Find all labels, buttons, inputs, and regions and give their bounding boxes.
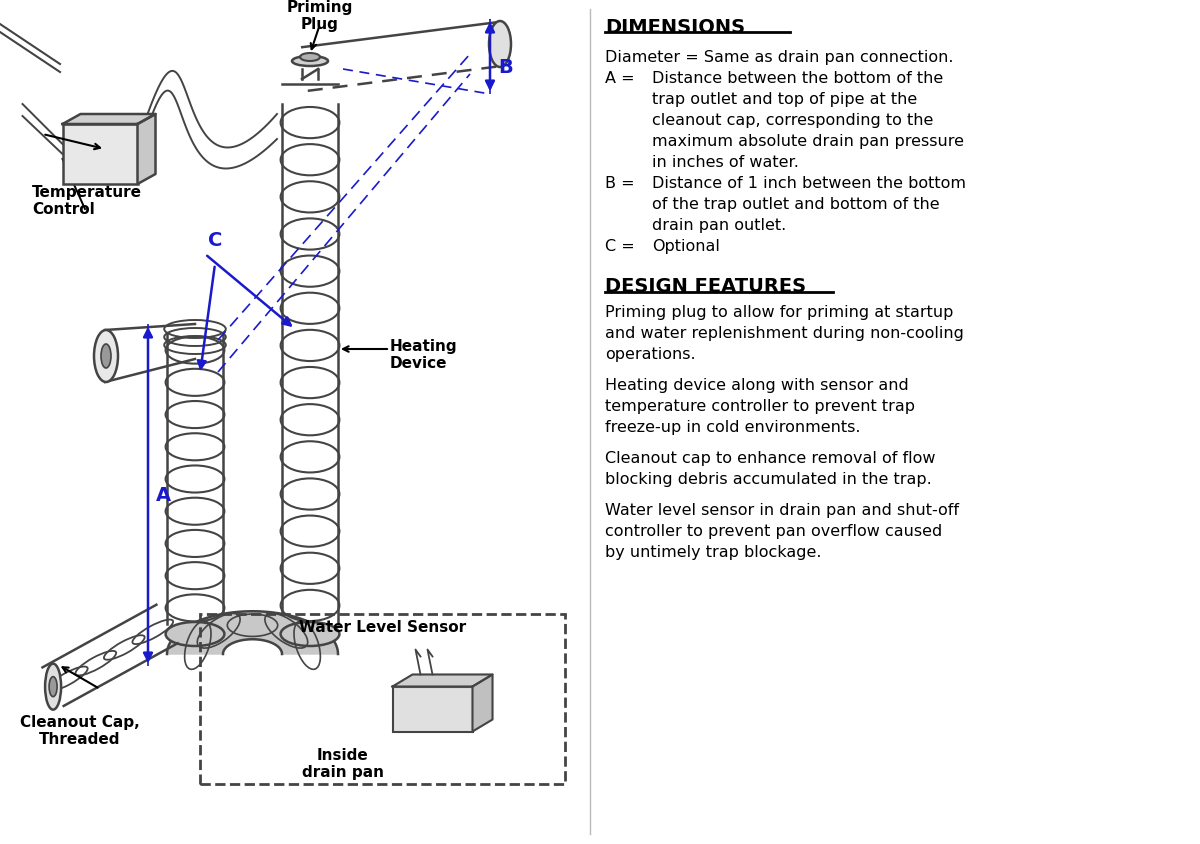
Ellipse shape (166, 622, 224, 647)
Ellipse shape (49, 677, 58, 697)
Text: B: B (498, 58, 512, 77)
Text: Heating device along with sensor and: Heating device along with sensor and (605, 377, 908, 392)
Text: A: A (156, 486, 172, 505)
Text: and water replenishment during non-cooling: and water replenishment during non-cooli… (605, 326, 964, 340)
Bar (392, 687, 473, 732)
Text: freeze-up in cold environments.: freeze-up in cold environments. (605, 419, 860, 435)
Ellipse shape (281, 622, 340, 647)
Text: C: C (208, 230, 222, 249)
Text: controller to prevent pan overflow caused: controller to prevent pan overflow cause… (605, 523, 942, 538)
Text: A =: A = (605, 71, 635, 86)
Text: by untimely trap blockage.: by untimely trap blockage. (605, 544, 822, 559)
Bar (62, 125, 138, 185)
Text: Cleanout Cap,
Threaded: Cleanout Cap, Threaded (20, 714, 140, 746)
Text: Water Level Sensor: Water Level Sensor (299, 619, 466, 634)
Text: operations.: operations. (605, 346, 696, 361)
Ellipse shape (292, 57, 328, 67)
Text: B =: B = (605, 176, 635, 191)
Ellipse shape (101, 344, 112, 369)
Text: Distance of 1 inch between the bottom: Distance of 1 inch between the bottom (652, 176, 966, 191)
Text: Distance between the bottom of the: Distance between the bottom of the (652, 71, 943, 86)
Ellipse shape (94, 331, 118, 382)
Polygon shape (167, 612, 338, 654)
Polygon shape (392, 674, 492, 687)
Text: Heating
Device: Heating Device (390, 338, 457, 371)
Text: DIMENSIONS: DIMENSIONS (605, 18, 745, 37)
Bar (200, 614, 565, 784)
Text: cleanout cap, corresponding to the: cleanout cap, corresponding to the (652, 113, 934, 127)
Text: C =: C = (605, 239, 635, 254)
Text: DESIGN FEATURES: DESIGN FEATURES (605, 277, 806, 295)
Ellipse shape (300, 54, 320, 62)
Polygon shape (138, 115, 156, 185)
Text: of the trap outlet and bottom of the: of the trap outlet and bottom of the (652, 197, 940, 212)
Text: Priming plug to allow for priming at startup: Priming plug to allow for priming at sta… (605, 305, 953, 319)
Polygon shape (62, 115, 156, 125)
Polygon shape (473, 674, 492, 732)
Text: Cleanout cap to enhance removal of flow: Cleanout cap to enhance removal of flow (605, 450, 936, 465)
Text: in inches of water.: in inches of water. (652, 154, 799, 170)
Ellipse shape (490, 22, 511, 68)
Text: Temperature
Control: Temperature Control (32, 185, 142, 217)
Text: blocking debris accumulated in the trap.: blocking debris accumulated in the trap. (605, 471, 931, 486)
Text: Water level sensor in drain pan and shut-off: Water level sensor in drain pan and shut… (605, 502, 959, 517)
Text: maximum absolute drain pan pressure: maximum absolute drain pan pressure (652, 134, 964, 149)
Text: temperature controller to prevent trap: temperature controller to prevent trap (605, 398, 916, 414)
Text: drain pan outlet.: drain pan outlet. (652, 218, 786, 233)
Ellipse shape (46, 664, 61, 710)
Text: Diameter = Same as drain pan connection.: Diameter = Same as drain pan connection. (605, 50, 954, 65)
Text: Inside
drain pan: Inside drain pan (301, 747, 384, 779)
Text: Optional: Optional (652, 239, 720, 254)
Text: trap outlet and top of pipe at the: trap outlet and top of pipe at the (652, 92, 917, 107)
Text: Priming
Plug: Priming Plug (287, 0, 353, 32)
